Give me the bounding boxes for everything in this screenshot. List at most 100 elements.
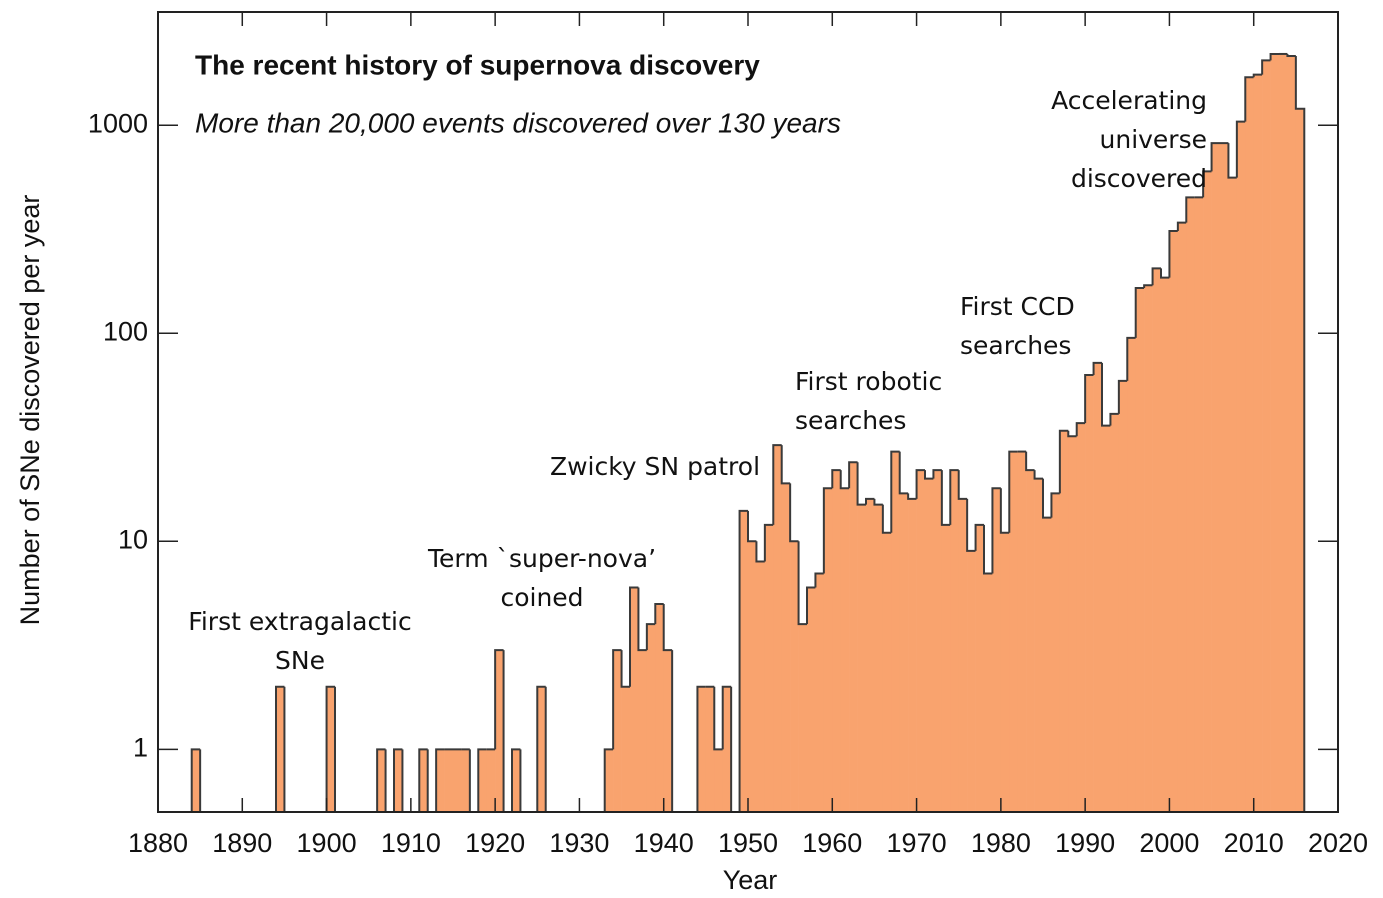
bar-edge — [907, 493, 917, 500]
bar — [925, 478, 934, 812]
bar-edge — [536, 685, 546, 812]
bar — [1245, 77, 1255, 813]
bar — [975, 524, 985, 812]
bar-edge — [806, 586, 816, 625]
bar — [512, 749, 521, 812]
bar — [1135, 288, 1145, 812]
bar — [1211, 143, 1221, 813]
bar-edge — [696, 685, 706, 812]
bar — [1110, 413, 1120, 812]
bar — [1295, 108, 1305, 812]
bar-edge — [334, 686, 344, 813]
bar — [950, 470, 960, 812]
bar — [191, 749, 201, 812]
y-tick-label: 100 — [103, 316, 148, 346]
bar — [1144, 285, 1153, 812]
bar — [1043, 517, 1052, 812]
bar-edge — [1235, 120, 1246, 178]
bar — [613, 650, 622, 812]
bar — [967, 550, 976, 812]
bar-edge — [376, 748, 386, 812]
bar — [714, 749, 724, 812]
bar-edge — [519, 749, 529, 813]
bar — [630, 587, 639, 812]
chart-subtitle: More than 20,000 events discovered over … — [195, 107, 841, 138]
bar-edge — [797, 541, 807, 626]
bar-edge — [1286, 53, 1296, 58]
bar — [874, 504, 884, 812]
bar — [478, 749, 488, 812]
bar — [1203, 171, 1212, 812]
bar-edge — [384, 749, 394, 813]
bar-edge — [1092, 361, 1102, 376]
bar-edge — [637, 587, 647, 652]
bar-edge — [1261, 59, 1271, 75]
bar-edge — [401, 749, 411, 813]
bar-edge — [435, 748, 445, 812]
bar — [916, 470, 926, 812]
bar — [638, 650, 648, 812]
chart-title: The recent history of supernova discover… — [195, 49, 760, 80]
bar-edge — [1033, 470, 1043, 480]
bar-edge — [848, 461, 858, 489]
bar — [958, 498, 968, 812]
bar-edge — [1168, 230, 1178, 278]
bar-edge — [426, 749, 437, 813]
bar — [857, 504, 867, 812]
annotation: Zwicky SN patrol — [550, 452, 760, 481]
bar — [1228, 177, 1238, 812]
annotation: searches — [795, 406, 906, 435]
bar — [908, 498, 917, 812]
bar-edge — [1058, 429, 1069, 494]
bar-edge — [1134, 287, 1145, 338]
bar — [276, 686, 285, 812]
bar-edge — [1008, 450, 1018, 533]
bar — [326, 686, 336, 812]
bar-edge — [738, 509, 748, 812]
bar — [1236, 121, 1246, 812]
bar-edge — [1075, 422, 1086, 437]
bar — [461, 749, 471, 812]
bar-edge — [494, 649, 504, 750]
bar-edge — [780, 445, 791, 485]
bar — [1220, 143, 1229, 813]
bar-edge — [1067, 430, 1077, 438]
y-tick-label: 1000 — [88, 108, 148, 138]
bar — [646, 624, 656, 812]
bar — [722, 686, 732, 812]
bar — [832, 470, 842, 812]
bar — [604, 749, 614, 812]
bar-edge — [393, 748, 403, 812]
bar — [705, 686, 715, 812]
bar — [394, 749, 403, 812]
bar-edge — [856, 462, 866, 506]
bar-edge — [283, 686, 293, 813]
bar-edge — [1202, 170, 1212, 198]
bar — [1287, 56, 1297, 812]
bar-edge — [1084, 374, 1094, 424]
bar — [1034, 478, 1044, 812]
bar-edge — [1210, 142, 1220, 172]
bar-edge — [1101, 362, 1111, 427]
bar — [1253, 74, 1263, 813]
x-tick-label: 1980 — [971, 828, 1031, 858]
bar — [1009, 451, 1019, 812]
bar — [1017, 451, 1027, 812]
annotation: Accelerating — [1051, 86, 1207, 115]
bar-edge — [1126, 336, 1136, 381]
bar-edge — [620, 650, 630, 688]
x-tick-label: 2020 — [1308, 828, 1368, 858]
bar-edge — [915, 469, 925, 499]
bar — [1262, 60, 1271, 813]
bar-edge — [1176, 221, 1187, 232]
bar-edge — [1185, 196, 1195, 223]
bar-edge — [1042, 478, 1052, 519]
annotation: SNe — [275, 646, 325, 675]
bar — [1026, 470, 1035, 812]
bar — [798, 624, 808, 812]
bar-edge — [999, 488, 1010, 534]
bar-edge — [1117, 379, 1128, 414]
bar-edge — [1269, 52, 1279, 61]
bar — [663, 650, 673, 812]
bar — [1270, 53, 1280, 813]
